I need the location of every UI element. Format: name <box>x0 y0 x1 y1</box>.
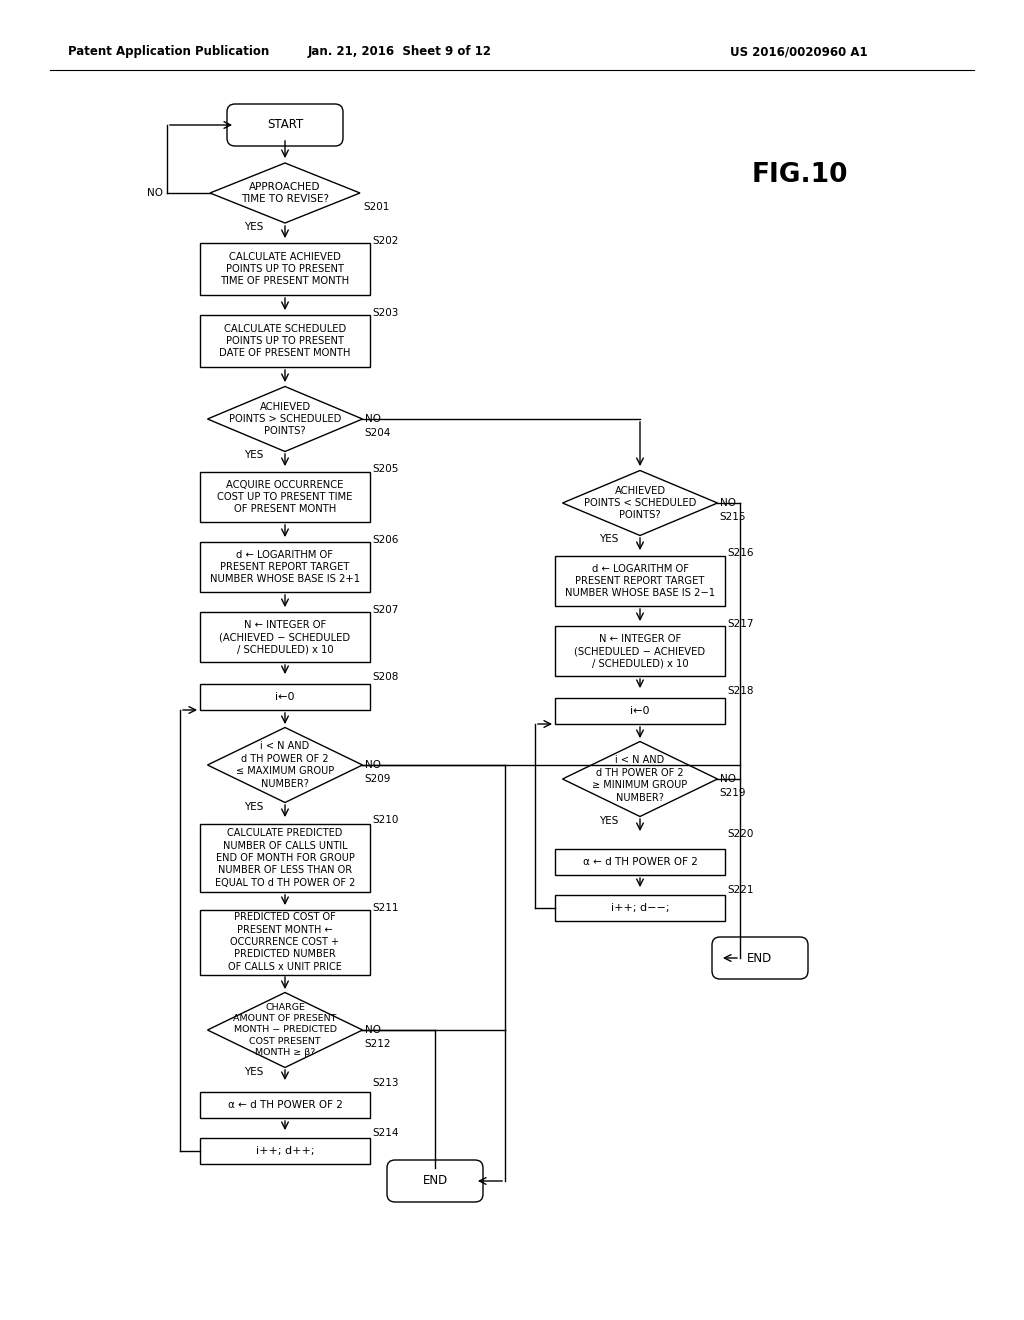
Text: YES: YES <box>599 535 618 544</box>
Text: END: END <box>422 1175 447 1188</box>
Text: NO: NO <box>365 1026 381 1035</box>
Text: CALCULATE SCHEDULED
POINTS UP TO PRESENT
DATE OF PRESENT MONTH: CALCULATE SCHEDULED POINTS UP TO PRESENT… <box>219 323 350 359</box>
Text: S219: S219 <box>719 788 745 799</box>
FancyBboxPatch shape <box>555 626 725 676</box>
Text: NO: NO <box>720 498 736 508</box>
Text: S211: S211 <box>372 903 398 913</box>
FancyBboxPatch shape <box>555 895 725 921</box>
Text: i←0: i←0 <box>275 692 295 702</box>
Text: N ← INTEGER OF
(SCHEDULED − ACHIEVED
/ SCHEDULED) x 10: N ← INTEGER OF (SCHEDULED − ACHIEVED / S… <box>574 634 706 668</box>
Text: i < N AND
d TH POWER OF 2
≤ MAXIMUM GROUP
NUMBER?: i < N AND d TH POWER OF 2 ≤ MAXIMUM GROU… <box>236 742 334 788</box>
Polygon shape <box>562 742 718 817</box>
FancyBboxPatch shape <box>200 243 370 294</box>
Text: Patent Application Publication: Patent Application Publication <box>68 45 269 58</box>
Text: S218: S218 <box>727 686 754 696</box>
Polygon shape <box>208 727 362 803</box>
Text: d ← LOGARITHM OF
PRESENT REPORT TARGET
NUMBER WHOSE BASE IS 2+1: d ← LOGARITHM OF PRESENT REPORT TARGET N… <box>210 549 360 585</box>
FancyBboxPatch shape <box>555 556 725 606</box>
Polygon shape <box>208 387 362 451</box>
FancyBboxPatch shape <box>200 473 370 521</box>
Polygon shape <box>562 470 718 536</box>
Text: PREDICTED COST OF
PRESENT MONTH ←
OCCURRENCE COST +
PREDICTED NUMBER
OF CALLS x : PREDICTED COST OF PRESENT MONTH ← OCCURR… <box>228 912 342 972</box>
Text: YES: YES <box>244 803 263 812</box>
Text: S221: S221 <box>727 884 754 895</box>
Text: S215: S215 <box>719 512 745 521</box>
FancyBboxPatch shape <box>200 1092 370 1118</box>
FancyBboxPatch shape <box>555 698 725 723</box>
Text: S209: S209 <box>364 774 390 784</box>
Text: ACHIEVED
POINTS > SCHEDULED
POINTS?: ACHIEVED POINTS > SCHEDULED POINTS? <box>228 401 341 437</box>
Text: S205: S205 <box>372 465 398 474</box>
Text: START: START <box>267 119 303 132</box>
FancyBboxPatch shape <box>200 684 370 710</box>
Polygon shape <box>210 162 360 223</box>
FancyBboxPatch shape <box>200 1138 370 1164</box>
Text: NO: NO <box>365 760 381 770</box>
Text: d ← LOGARITHM OF
PRESENT REPORT TARGET
NUMBER WHOSE BASE IS 2−1: d ← LOGARITHM OF PRESENT REPORT TARGET N… <box>565 564 715 598</box>
Text: NO: NO <box>147 187 163 198</box>
Text: i++; d++;: i++; d++; <box>256 1146 314 1156</box>
Text: S217: S217 <box>727 619 754 630</box>
Text: S212: S212 <box>364 1039 390 1049</box>
Text: ACHIEVED
POINTS < SCHEDULED
POINTS?: ACHIEVED POINTS < SCHEDULED POINTS? <box>584 486 696 520</box>
Text: CHARGE
AMOUNT OF PRESENT
MONTH − PREDICTED
COST PRESENT
MONTH ≥ β?: CHARGE AMOUNT OF PRESENT MONTH − PREDICT… <box>233 1003 337 1057</box>
Text: YES: YES <box>244 222 263 232</box>
Text: S201: S201 <box>362 202 389 213</box>
Text: YES: YES <box>244 450 263 459</box>
Text: S213: S213 <box>372 1078 398 1088</box>
FancyBboxPatch shape <box>200 909 370 974</box>
FancyBboxPatch shape <box>200 824 370 892</box>
FancyBboxPatch shape <box>200 315 370 367</box>
FancyBboxPatch shape <box>200 543 370 591</box>
FancyBboxPatch shape <box>227 104 343 147</box>
Text: END: END <box>748 952 773 965</box>
Text: S203: S203 <box>372 308 398 318</box>
FancyBboxPatch shape <box>200 612 370 663</box>
Text: S204: S204 <box>364 428 390 438</box>
Text: APPROACHED
TIME TO REVISE?: APPROACHED TIME TO REVISE? <box>241 182 329 205</box>
Text: α ← d TH POWER OF 2: α ← d TH POWER OF 2 <box>583 857 697 867</box>
Text: FIG.10: FIG.10 <box>752 162 848 187</box>
Text: NO: NO <box>365 414 381 424</box>
Text: S216: S216 <box>727 548 754 558</box>
Text: YES: YES <box>244 1067 263 1077</box>
Text: S210: S210 <box>372 814 398 825</box>
Text: i < N AND
d TH POWER OF 2
≥ MINIMUM GROUP
NUMBER?: i < N AND d TH POWER OF 2 ≥ MINIMUM GROU… <box>592 755 688 803</box>
Text: S220: S220 <box>727 829 754 840</box>
Text: S206: S206 <box>372 535 398 545</box>
Text: YES: YES <box>599 816 618 826</box>
Text: α ← d TH POWER OF 2: α ← d TH POWER OF 2 <box>227 1100 342 1110</box>
Text: NO: NO <box>720 774 736 784</box>
Text: US 2016/0020960 A1: US 2016/0020960 A1 <box>730 45 867 58</box>
Polygon shape <box>208 993 362 1068</box>
Text: CALCULATE PREDICTED
NUMBER OF CALLS UNTIL
END OF MONTH FOR GROUP
NUMBER OF LESS : CALCULATE PREDICTED NUMBER OF CALLS UNTI… <box>215 828 355 888</box>
Text: N ← INTEGER OF
(ACHIEVED − SCHEDULED
/ SCHEDULED) x 10: N ← INTEGER OF (ACHIEVED − SCHEDULED / S… <box>219 619 350 655</box>
Text: i++; d−−;: i++; d−−; <box>610 903 670 913</box>
FancyBboxPatch shape <box>712 937 808 979</box>
Text: S214: S214 <box>372 1129 398 1138</box>
Text: i←0: i←0 <box>630 706 650 715</box>
FancyBboxPatch shape <box>387 1160 483 1203</box>
Text: ACQUIRE OCCURRENCE
COST UP TO PRESENT TIME
OF PRESENT MONTH: ACQUIRE OCCURRENCE COST UP TO PRESENT TI… <box>217 479 352 515</box>
FancyBboxPatch shape <box>555 849 725 875</box>
Text: S208: S208 <box>372 672 398 682</box>
Text: S202: S202 <box>372 236 398 246</box>
Text: Jan. 21, 2016  Sheet 9 of 12: Jan. 21, 2016 Sheet 9 of 12 <box>308 45 492 58</box>
Text: CALCULATE ACHIEVED
POINTS UP TO PRESENT
TIME OF PRESENT MONTH: CALCULATE ACHIEVED POINTS UP TO PRESENT … <box>220 252 349 286</box>
Text: S207: S207 <box>372 605 398 615</box>
